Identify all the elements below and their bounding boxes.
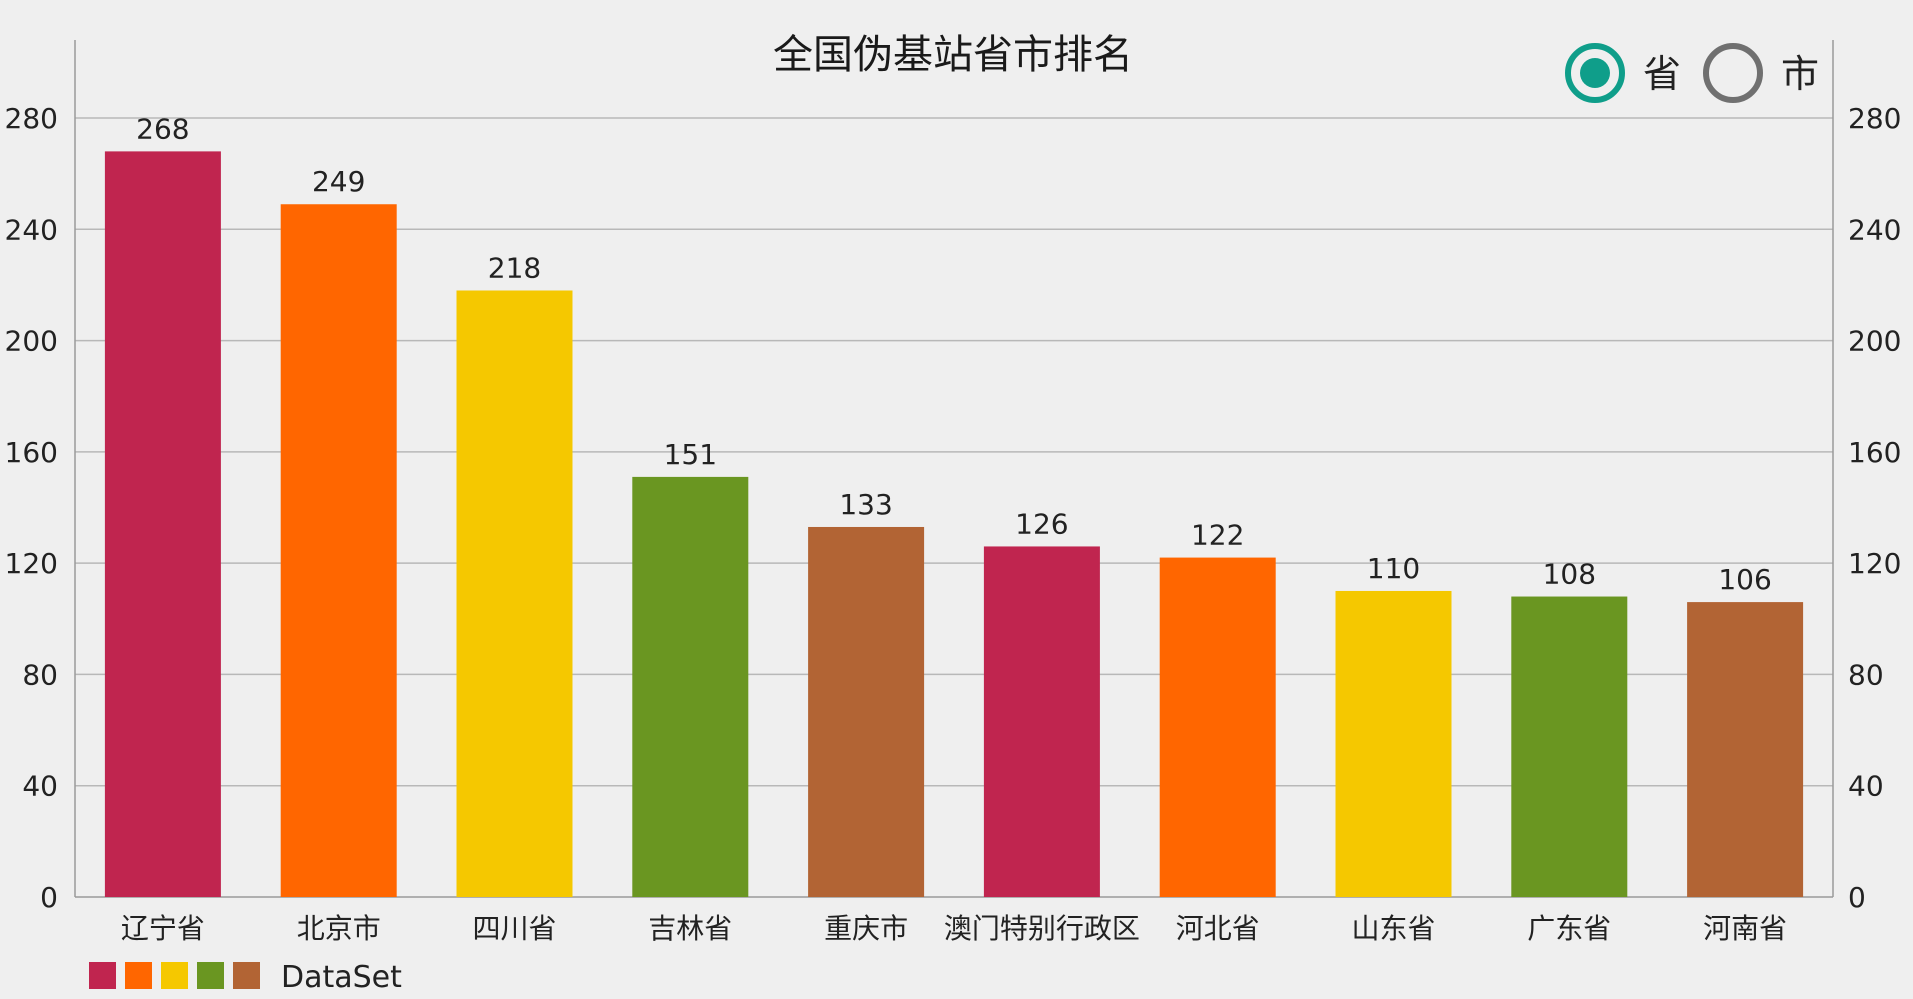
data-label: 249: [312, 165, 365, 198]
y-tick-label-left: 280: [5, 102, 58, 135]
data-label: 108: [1543, 558, 1596, 591]
radio-city-label: 市: [1781, 52, 1819, 96]
labels: 0 0 40 40 80 80 120 120 160 160 200 200 240 240 280 280…: [5, 102, 1902, 945]
radio-province-label: 省: [1643, 52, 1681, 96]
y-tick-label-right: 240: [1848, 213, 1901, 246]
y-tick-label-left: 240: [5, 213, 58, 246]
x-tick-label: 四川省: [472, 912, 556, 945]
chart-title: 全国伪基站省市排名: [773, 32, 1133, 78]
legend-label: DataSet: [281, 960, 402, 995]
data-label: 268: [136, 112, 189, 145]
y-tick-label-right: 200: [1848, 325, 1901, 358]
bar: [280, 204, 397, 897]
x-tick-label: 山东省: [1351, 912, 1435, 945]
bar: [104, 151, 221, 897]
data-label: 151: [664, 438, 717, 471]
bar: [456, 290, 573, 897]
x-tick-label: 北京市: [297, 912, 381, 945]
data-label: 106: [1718, 563, 1771, 596]
legend-swatch: [233, 962, 260, 989]
y-tick-label-right: 160: [1848, 436, 1901, 469]
y-tick-label-left: 120: [5, 547, 58, 580]
legend-swatch: [161, 962, 188, 989]
x-tick-label: 澳门特别行政区: [944, 912, 1140, 945]
bar: [1687, 602, 1804, 897]
bars: [104, 151, 1804, 897]
radio-city-dot: [1718, 58, 1748, 88]
data-label: 126: [1015, 507, 1068, 540]
data-label: 122: [1191, 519, 1244, 552]
y-tick-label-right: 40: [1848, 770, 1884, 803]
legend: DataSet: [89, 960, 402, 995]
y-tick-label-right: 120: [1848, 547, 1901, 580]
y-tick-label-left: 80: [22, 658, 58, 691]
legend-swatch: [89, 962, 116, 989]
legend-swatch: [125, 962, 152, 989]
bar: [1511, 596, 1628, 897]
y-tick-label-left: 40: [22, 770, 58, 803]
bar: [632, 476, 749, 897]
bar: [1335, 590, 1452, 897]
bar: [808, 526, 925, 897]
x-tick-label: 广东省: [1527, 912, 1611, 945]
radio-option-province[interactable]: 省: [1565, 43, 1681, 103]
data-label: 133: [839, 488, 892, 521]
y-tick-label-right: 280: [1848, 102, 1901, 135]
legend-swatch: [197, 962, 224, 989]
radio-option-city[interactable]: 市: [1703, 43, 1819, 103]
radio-province-outer[interactable]: [1565, 43, 1625, 103]
y-tick-label-left: 160: [5, 436, 58, 469]
y-tick-label-left: 0: [40, 881, 58, 914]
y-tick-label-right: 80: [1848, 658, 1884, 691]
x-tick-label: 河北省: [1176, 912, 1260, 945]
x-tick-label: 重庆市: [824, 912, 908, 945]
bar: [983, 546, 1100, 897]
x-tick-label: 辽宁省: [121, 912, 205, 945]
data-label: 110: [1367, 552, 1420, 585]
radio-province-dot: [1580, 58, 1610, 88]
x-tick-label: 吉林省: [648, 912, 732, 945]
radio-city-outer[interactable]: [1703, 43, 1763, 103]
bar: [1159, 557, 1276, 897]
y-tick-label-right: 0: [1848, 881, 1866, 914]
data-label: 218: [488, 251, 541, 284]
x-tick-label: 河南省: [1703, 912, 1787, 945]
y-tick-label-left: 200: [5, 325, 58, 358]
